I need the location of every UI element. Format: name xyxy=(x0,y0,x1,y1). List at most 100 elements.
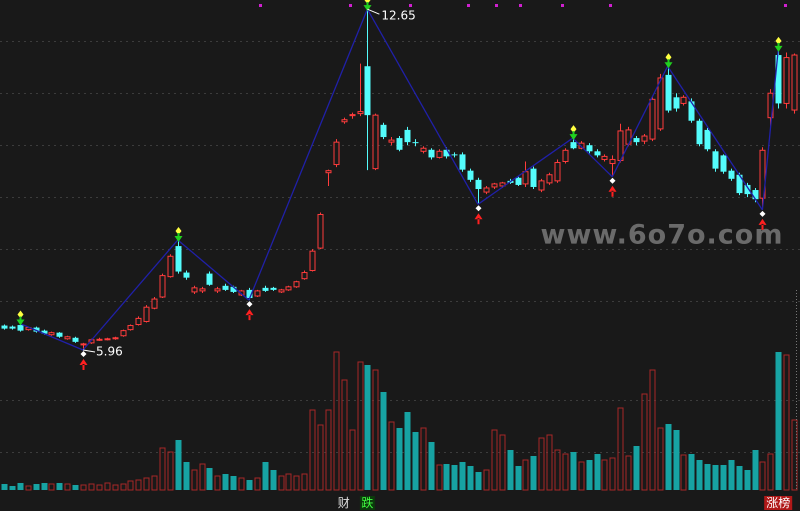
sell-arrow xyxy=(363,2,372,12)
volume-bar xyxy=(175,440,182,490)
candle-body xyxy=(222,285,229,290)
volume-bar xyxy=(96,484,103,491)
event-dot xyxy=(467,4,470,7)
candle-body xyxy=(112,337,119,340)
candle-body xyxy=(665,74,672,111)
volume-bar xyxy=(546,434,553,491)
volume-bar xyxy=(712,465,719,490)
candle-body xyxy=(293,281,300,288)
event-dots xyxy=(259,4,787,7)
volume-bar xyxy=(633,446,640,490)
buy-arrow xyxy=(245,309,254,321)
volume-bar xyxy=(404,412,411,490)
candle-body xyxy=(372,114,379,170)
candle-body xyxy=(199,288,206,292)
volume-bar xyxy=(673,430,680,490)
volume-bar xyxy=(688,454,695,490)
volume-bar xyxy=(127,480,134,491)
candle-body xyxy=(562,149,569,162)
pivot-diamond xyxy=(364,0,371,5)
volume-bar xyxy=(783,354,790,491)
zigzag-segment xyxy=(19,322,84,351)
volume-bar xyxy=(293,475,300,491)
volume-bar xyxy=(396,428,403,490)
candle-body xyxy=(72,337,79,342)
volume-bar xyxy=(159,447,166,491)
volume-bar xyxy=(720,465,727,490)
candle-body xyxy=(349,114,356,117)
candle-body xyxy=(301,272,308,280)
volume-bar xyxy=(641,393,648,491)
buy-arrow xyxy=(474,213,483,225)
volume-bar xyxy=(657,427,664,491)
volume-bar xyxy=(104,482,111,491)
volume-bar xyxy=(325,409,332,491)
volume-bar xyxy=(333,351,340,491)
volume-bar xyxy=(507,450,514,490)
marker-label: 财 xyxy=(338,496,350,510)
candle-body xyxy=(143,306,150,322)
candle-body xyxy=(270,287,277,290)
volume-bar xyxy=(443,464,450,490)
label-leader xyxy=(82,349,96,353)
event-dot xyxy=(259,4,262,7)
pivot-diamond xyxy=(570,125,577,134)
candle-body xyxy=(56,332,63,337)
candle-body xyxy=(728,170,735,179)
candle-body xyxy=(127,325,134,331)
event-dot xyxy=(495,4,498,7)
candle-body xyxy=(475,179,482,190)
candle-body xyxy=(515,177,522,185)
candle-body xyxy=(48,332,55,336)
candle-body xyxy=(436,150,443,158)
volume-bar xyxy=(704,464,711,490)
candle-body xyxy=(120,330,127,337)
volume-bar xyxy=(80,484,87,491)
volume-bar xyxy=(538,437,545,491)
candle-body xyxy=(33,327,40,332)
volume-bar xyxy=(9,486,16,490)
candle-body xyxy=(459,154,466,170)
candle-body xyxy=(641,135,648,142)
volume-bar xyxy=(562,453,569,491)
volume-bar xyxy=(222,474,229,490)
zigzag-segment xyxy=(477,137,574,205)
zigzag-segment xyxy=(82,239,179,351)
sell-arrow xyxy=(774,42,783,52)
event-dot xyxy=(519,4,522,7)
max-price-label: 12.65 xyxy=(381,9,415,23)
volume-bar xyxy=(483,469,490,491)
candle-body xyxy=(1,325,8,329)
candle-body xyxy=(791,54,798,111)
event-dot xyxy=(784,4,787,7)
candle-body xyxy=(657,77,664,130)
volume-bar xyxy=(199,463,206,491)
candle-body xyxy=(64,336,71,340)
candle-body xyxy=(325,170,332,174)
candle-body xyxy=(9,326,16,329)
candle-body xyxy=(499,182,506,187)
candle-body xyxy=(80,343,87,346)
candle-body xyxy=(633,138,640,143)
candle-body xyxy=(309,250,316,272)
zigzag-segment xyxy=(177,239,250,301)
zigzag-segment xyxy=(248,8,369,301)
candle-body xyxy=(230,286,237,292)
candle-body xyxy=(183,272,190,278)
buy-arrow xyxy=(79,359,88,370)
candle-body xyxy=(530,168,537,187)
candle-body xyxy=(285,286,292,291)
candle-body xyxy=(420,147,427,152)
candle-body xyxy=(341,119,348,123)
volume-bar xyxy=(649,369,656,491)
volume-bar xyxy=(601,459,608,491)
candle-body xyxy=(759,149,766,199)
candle-body xyxy=(135,317,142,326)
zigzag-segment xyxy=(572,137,613,178)
pivot-diamond xyxy=(246,301,253,308)
pivot-diamond xyxy=(609,177,616,184)
volume-bar xyxy=(41,483,48,490)
volume-bar xyxy=(428,442,435,490)
volume-bar xyxy=(48,483,55,491)
